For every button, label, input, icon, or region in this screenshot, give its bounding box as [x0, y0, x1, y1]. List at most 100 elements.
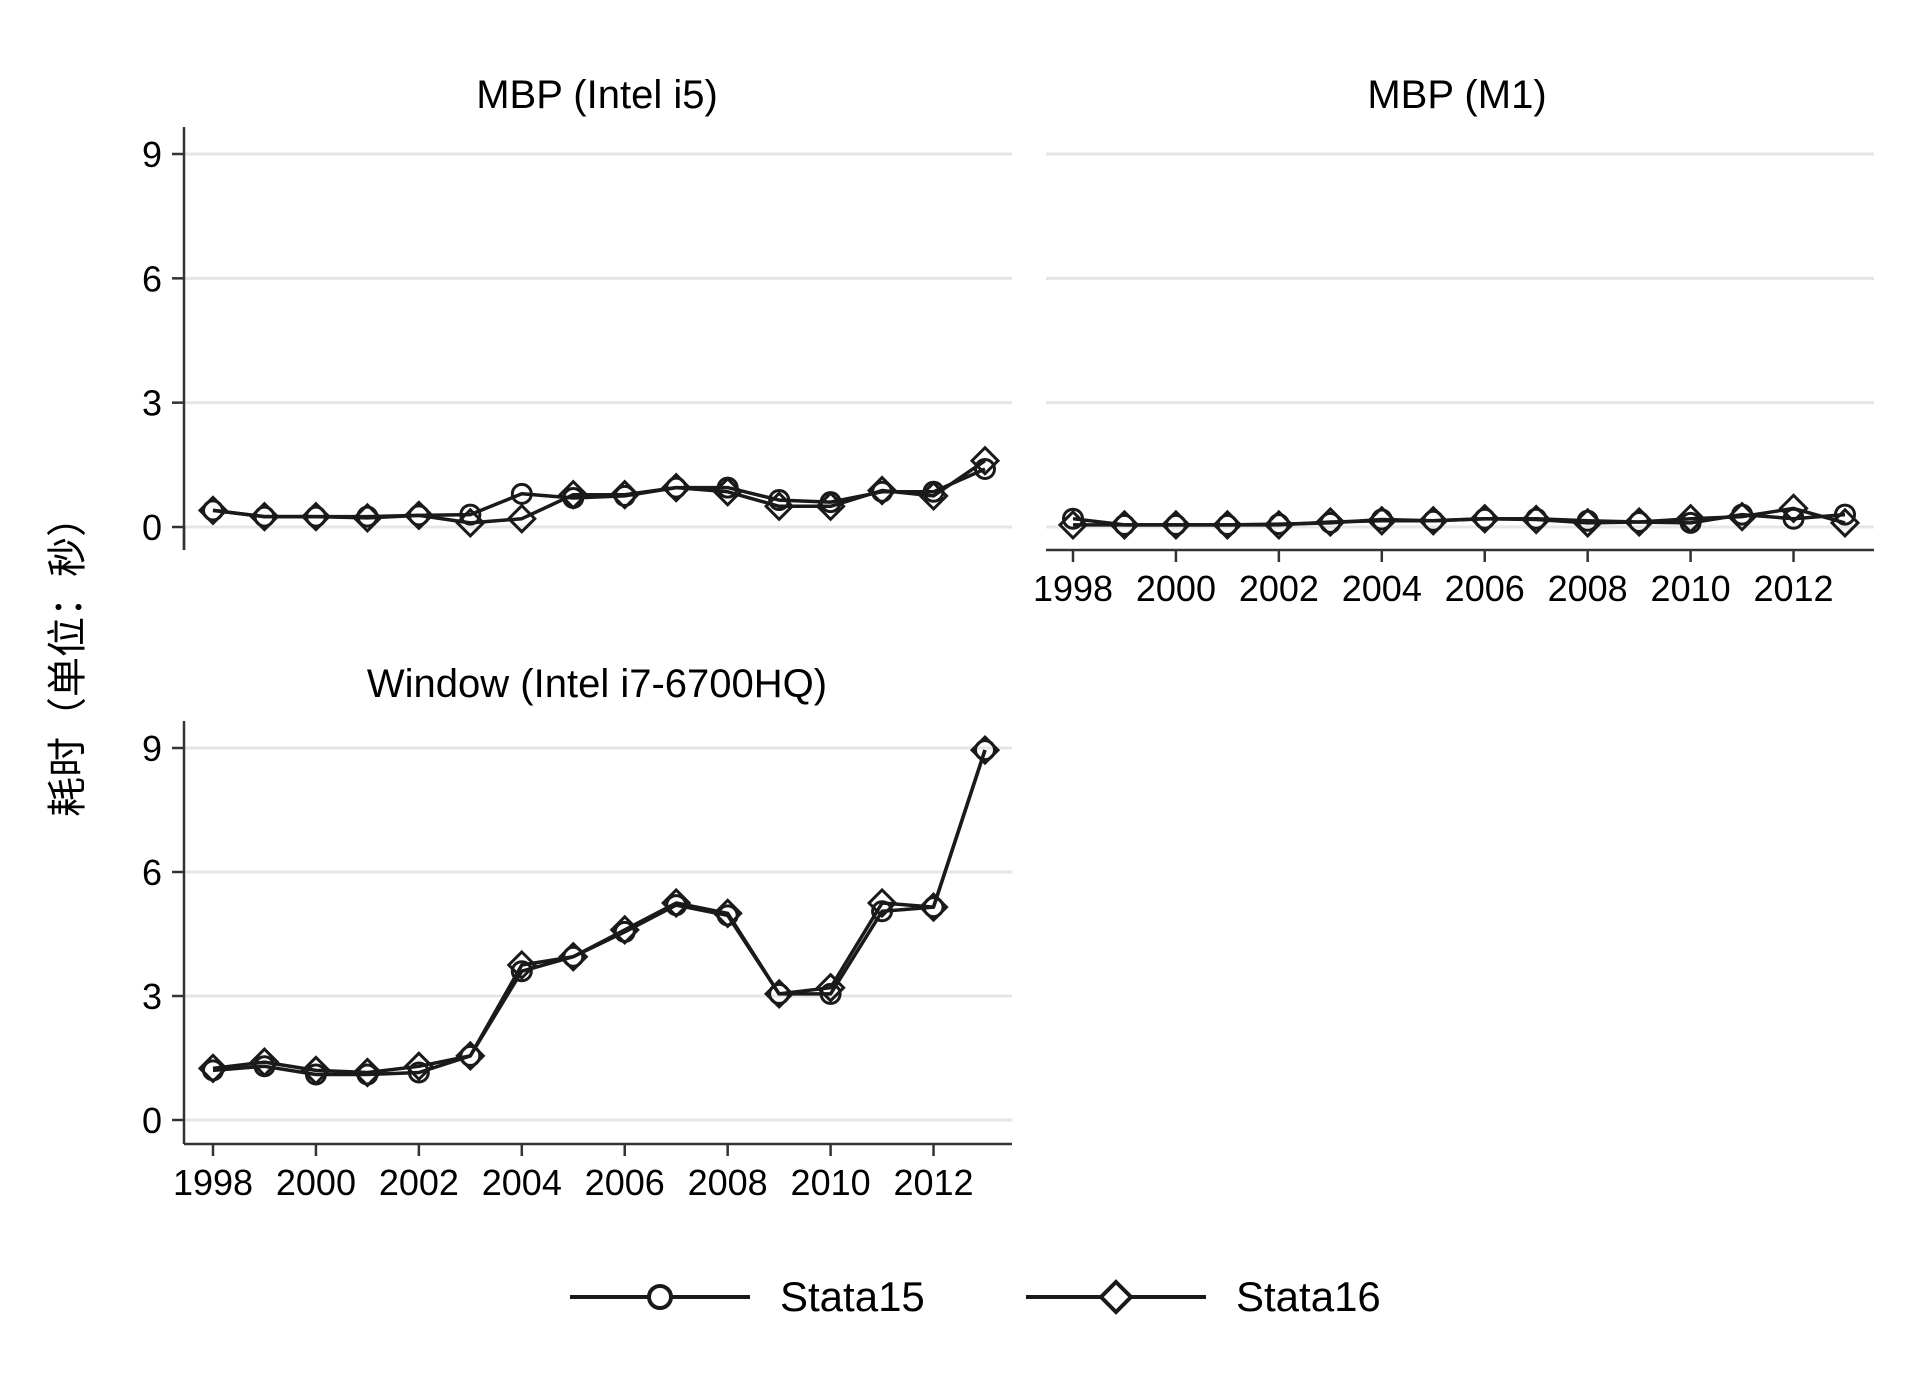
- y-tick-label: 0: [142, 1100, 162, 1141]
- data-point-stata15: [819, 982, 842, 1005]
- data-point-stata15: [562, 945, 585, 968]
- data-point-stata15: [1525, 507, 1548, 530]
- data-point-stata16: [506, 949, 537, 981]
- data-point-stata15: [510, 482, 533, 505]
- legend: Stata15 Stata16: [570, 1273, 1381, 1320]
- data-point-stata16: [455, 507, 486, 538]
- data-point-stata15: [1422, 509, 1445, 532]
- x-tick-label: 2006: [585, 1162, 665, 1203]
- data-point-stata16: [1726, 501, 1758, 532]
- data-point-stata15: [768, 489, 791, 512]
- data-point-stata16: [1212, 509, 1243, 541]
- legend-item-stata15: Stata15: [570, 1273, 925, 1320]
- data-point-stata15: [1319, 511, 1342, 534]
- data-point-stata16: [866, 475, 898, 506]
- data-point-stata16: [1675, 503, 1706, 534]
- x-tick-label: 2006: [1445, 568, 1525, 609]
- panel-title: MBP (Intel i5): [476, 73, 718, 117]
- data-point-stata16: [352, 502, 383, 534]
- data-point-stata15: [356, 505, 379, 528]
- data-point-stata16: [969, 734, 1001, 766]
- series-line-stata16: [212, 749, 987, 1075]
- x-tick-label: 2000: [1136, 568, 1216, 609]
- panel-mbp-m1: MBP (M1) 1998 2000 2002 2004 2006 2008 2010 201…: [1033, 73, 1874, 609]
- legend-circle-marker-icon: [647, 1284, 673, 1310]
- data-point-stata15: [922, 896, 945, 919]
- legend-label-stata16: Stata16: [1236, 1273, 1381, 1320]
- data-point-stata15: [1628, 511, 1651, 534]
- x-tick-label: 2004: [1342, 568, 1422, 609]
- x-tick-label: 2004: [482, 1162, 562, 1203]
- data-point-stata16: [918, 480, 949, 512]
- data-point-stata16: [969, 445, 1001, 476]
- data-point-stata16: [455, 1040, 486, 1072]
- y-tick-label: 6: [142, 258, 162, 299]
- x-tick-label: 2010: [791, 1162, 871, 1203]
- data-point-stata16: [1418, 505, 1449, 536]
- x-tick-label: 2002: [379, 1162, 459, 1203]
- data-point-stata15: [407, 504, 430, 527]
- data-point-stata15: [1782, 507, 1805, 530]
- data-point-stata16: [1469, 503, 1500, 534]
- data-point-stata15: [871, 480, 894, 503]
- data-point-stata15: [1164, 513, 1187, 536]
- data-point-stata16: [403, 500, 434, 531]
- data-point-stata16: [506, 503, 537, 534]
- x-tick-label: 2012: [893, 1162, 973, 1203]
- data-point-stata15: [253, 505, 276, 528]
- data-point-stata15: [510, 960, 533, 983]
- data-point-stata16: [712, 898, 743, 929]
- data-point-stata16: [1778, 493, 1809, 524]
- data-point-stata16: [764, 978, 795, 1010]
- data-point-stata16: [661, 472, 692, 503]
- y-tick-label: 6: [142, 852, 162, 893]
- data-point-stata16: [1263, 509, 1294, 541]
- y-tick-label: 9: [142, 134, 162, 175]
- data-point-stata16: [1109, 509, 1140, 541]
- data-point-stata16: [712, 476, 743, 507]
- data-point-stata15: [974, 739, 996, 762]
- y-tick-label: 3: [142, 383, 162, 424]
- y-axis-label: 耗时（单位：秒）: [45, 497, 91, 817]
- data-point-stata16: [249, 501, 280, 532]
- x-tick-label: 1998: [173, 1162, 253, 1203]
- data-point-stata15: [974, 457, 996, 480]
- x-tick-label: 2002: [1239, 568, 1319, 609]
- y-tick-label: 9: [142, 728, 162, 769]
- data-point-stata15: [1370, 508, 1393, 531]
- series-line-stata16: [1073, 506, 1846, 527]
- panel-title: Window (Intel i7-6700HQ): [367, 662, 827, 706]
- data-point-stata16: [1624, 506, 1655, 538]
- x-tick-label: 2008: [1548, 568, 1628, 609]
- data-point-stata16: [1572, 507, 1603, 538]
- data-point-stata16: [300, 1055, 332, 1086]
- data-point-stata16: [661, 887, 692, 919]
- data-point-stata15: [202, 499, 224, 522]
- data-point-stata15: [1834, 503, 1856, 526]
- data-point-stata16: [609, 479, 640, 510]
- data-point-stata15: [1062, 507, 1084, 530]
- panel-mbp-intel-i5: MBP (Intel i5) 0 3 6 9: [142, 73, 1012, 550]
- data-point-stata15: [1267, 513, 1290, 536]
- x-tick-label: 2000: [276, 1162, 356, 1203]
- data-point-stata16: [1366, 505, 1397, 536]
- data-point-stata15: [459, 503, 482, 526]
- y-tick-label: 3: [142, 976, 162, 1017]
- legend-item-stata16: Stata16: [1026, 1273, 1381, 1320]
- data-point-stata16: [1315, 506, 1346, 538]
- data-point-stata15: [304, 505, 327, 528]
- data-point-stata16: [249, 1047, 280, 1078]
- data-point-stata15: [459, 1044, 482, 1067]
- data-point-stata15: [1473, 507, 1496, 530]
- data-point-stata15: [1216, 513, 1239, 536]
- data-point-stata16: [558, 941, 589, 972]
- data-point-stata16: [197, 1053, 229, 1084]
- data-point-stata16: [403, 1051, 434, 1082]
- data-point-stata16: [300, 501, 332, 532]
- legend-diamond-marker-icon: [1098, 1279, 1134, 1315]
- data-point-stata15: [871, 900, 894, 923]
- series-line-stata16: [212, 459, 986, 525]
- data-point-stata16: [815, 972, 846, 1003]
- data-point-stata16: [918, 892, 949, 923]
